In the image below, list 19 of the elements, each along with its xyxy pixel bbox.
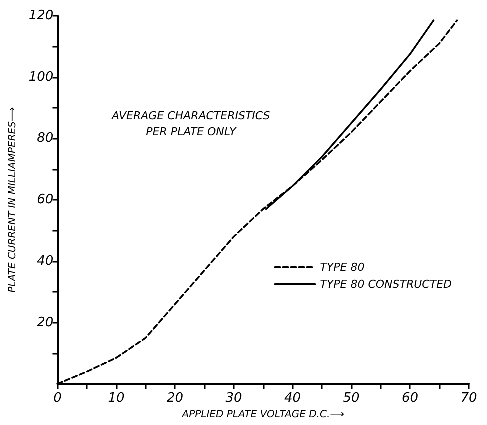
- x-tick-label: 50: [343, 391, 360, 406]
- x-tick-label: 20: [166, 391, 184, 406]
- x-tick-label: 60: [402, 391, 419, 406]
- y-tick-label: 120: [28, 8, 54, 24]
- annotation: AVERAGE CHARACTERISTICS PER PLATE ONLY: [110, 110, 270, 138]
- legend-label: TYPE 80: [320, 261, 365, 274]
- y-tick-label: 80: [37, 131, 54, 146]
- x-tick-label: 10: [108, 391, 125, 406]
- y-tick-label: 40: [37, 254, 54, 269]
- y-tick-label: 20: [37, 315, 54, 330]
- x-tick-label: 0: [54, 391, 62, 406]
- legend-label: TYPE 80 CONSTRUCTED: [320, 278, 452, 291]
- y-axis-title: PLATE CURRENT IN MILLIAMPERES⟶: [8, 107, 18, 293]
- y-tick-label: 100: [28, 70, 54, 85]
- x-tick-label: 40: [284, 391, 302, 406]
- x-axis-title: APPLIED PLATE VOLTAGE D.C.⟶: [181, 410, 344, 420]
- x-tick-label: 70: [460, 391, 478, 406]
- x-tick-label: 30: [226, 391, 242, 406]
- y-tick-label: 60: [37, 192, 54, 208]
